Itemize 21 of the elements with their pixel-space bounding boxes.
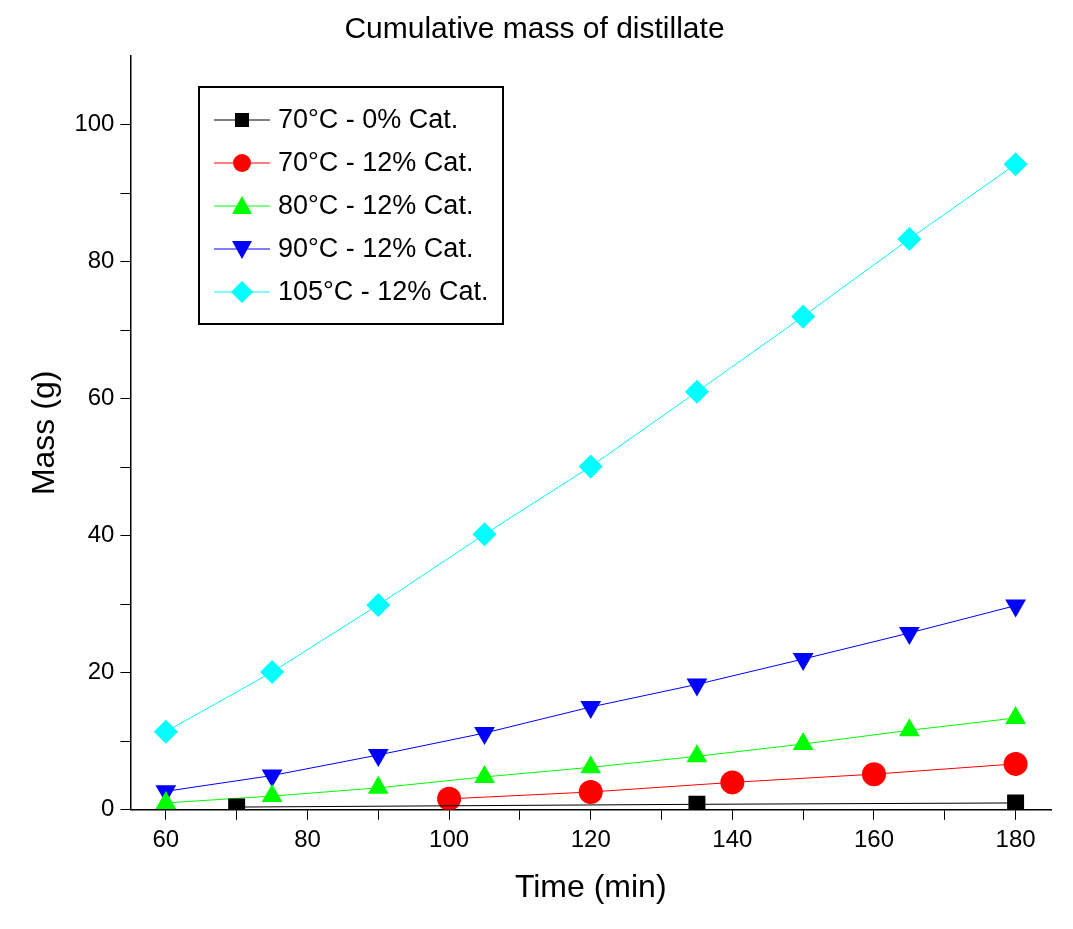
y-tick-label: 60 [87, 383, 115, 411]
x-tick-label: 160 [853, 824, 894, 852]
y-tick-label: 80 [87, 246, 115, 274]
x-tick-label: 80 [294, 824, 321, 852]
legend-label: 70°C - 12% Cat. [278, 147, 474, 178]
y-axis-title: Mass (g) [25, 370, 62, 496]
x-tick-label: 60 [152, 824, 180, 852]
y-tick-label: 20 [87, 657, 115, 685]
legend-label: 70°C - 0% Cat. [278, 104, 459, 135]
y-tick-label: 0 [101, 794, 115, 822]
y-tick-label: 40 [87, 520, 115, 548]
legend-label: 80°C - 12% Cat. [278, 190, 474, 221]
legend-label: 90°C - 12% Cat. [278, 233, 474, 264]
x-axis-title: Time (min) [514, 867, 667, 904]
x-tick-label: 140 [712, 824, 753, 852]
chart-title: Cumulative mass of distillate [344, 11, 725, 45]
x-tick-label: 120 [570, 824, 611, 852]
y-tick-label: 100 [74, 109, 115, 137]
legend-label: 105°C - 12% Cat. [278, 276, 489, 307]
x-tick-label: 180 [995, 824, 1036, 852]
x-tick-label: 100 [429, 824, 470, 852]
